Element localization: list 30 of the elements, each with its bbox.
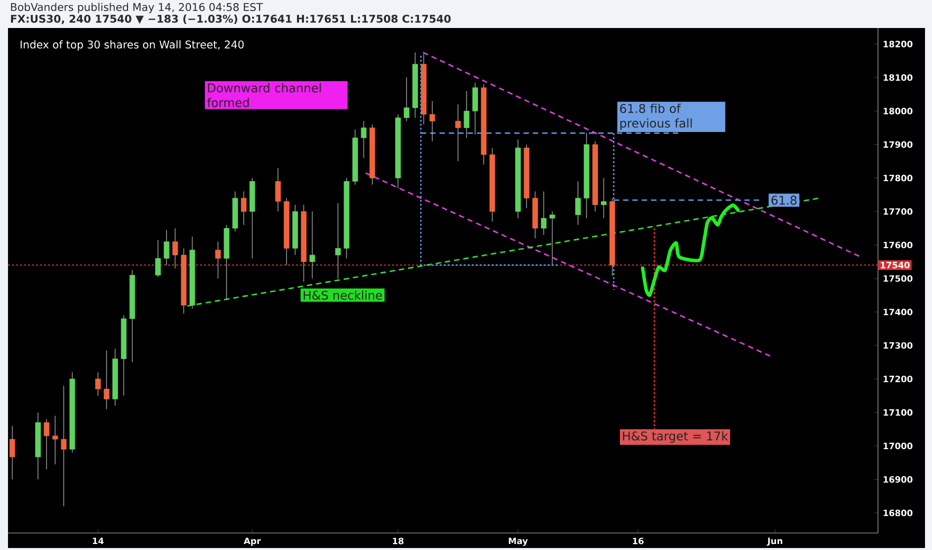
x-tick-label: 16 [632, 538, 644, 544]
annotation: Downward channel formed [207, 83, 321, 108]
y-tick-label: 17600 [884, 242, 912, 248]
x-tick-label: Jun [766, 538, 782, 546]
y-tick-label: 17400 [884, 308, 912, 316]
y-tick-label: 18200 [884, 40, 912, 48]
x-tick-label: Apr [244, 538, 261, 546]
annotation: 61.8 fib of previous fall [620, 104, 692, 130]
y-tick-label: 17700 [884, 208, 912, 215]
y-tick-label: 17800 [884, 174, 912, 182]
x-tick-label: 18 [392, 538, 404, 544]
chart-subtitle: FX:US30, 240 17540 ▼ −183 (−1.03%) O:17641 H:17651 L:17508 C:17540 [11, 14, 451, 24]
y-tick-label: 18100 [884, 74, 912, 81]
y-tick-label: 17900 [884, 141, 912, 148]
y-tick-label: 17500 [884, 275, 912, 282]
y-tick-label: 18000 [884, 108, 912, 114]
y-tick-label: 17300 [884, 342, 912, 349]
ref-line-label: 17540 [880, 262, 910, 268]
text: Index of top 30 shares on Wall Street, 240 [20, 40, 244, 51]
y-tick-label: 16800 [884, 510, 912, 516]
x-tick-label: 14 [92, 538, 104, 544]
annotation: H&S neckline [304, 290, 382, 300]
y-tick-label: 16900 [884, 476, 912, 483]
annotation: H&S target = 17k [623, 431, 728, 443]
x-tick-label: May [508, 538, 528, 546]
y-tick-label: 17200 [884, 376, 912, 382]
y-tick-label: 17100 [884, 409, 912, 416]
text: BobVanders published May 14, 2016 04:58 EST [11, 2, 263, 14]
y-tick-label: 17000 [884, 442, 912, 450]
annotation: 61.8 [771, 196, 797, 205]
